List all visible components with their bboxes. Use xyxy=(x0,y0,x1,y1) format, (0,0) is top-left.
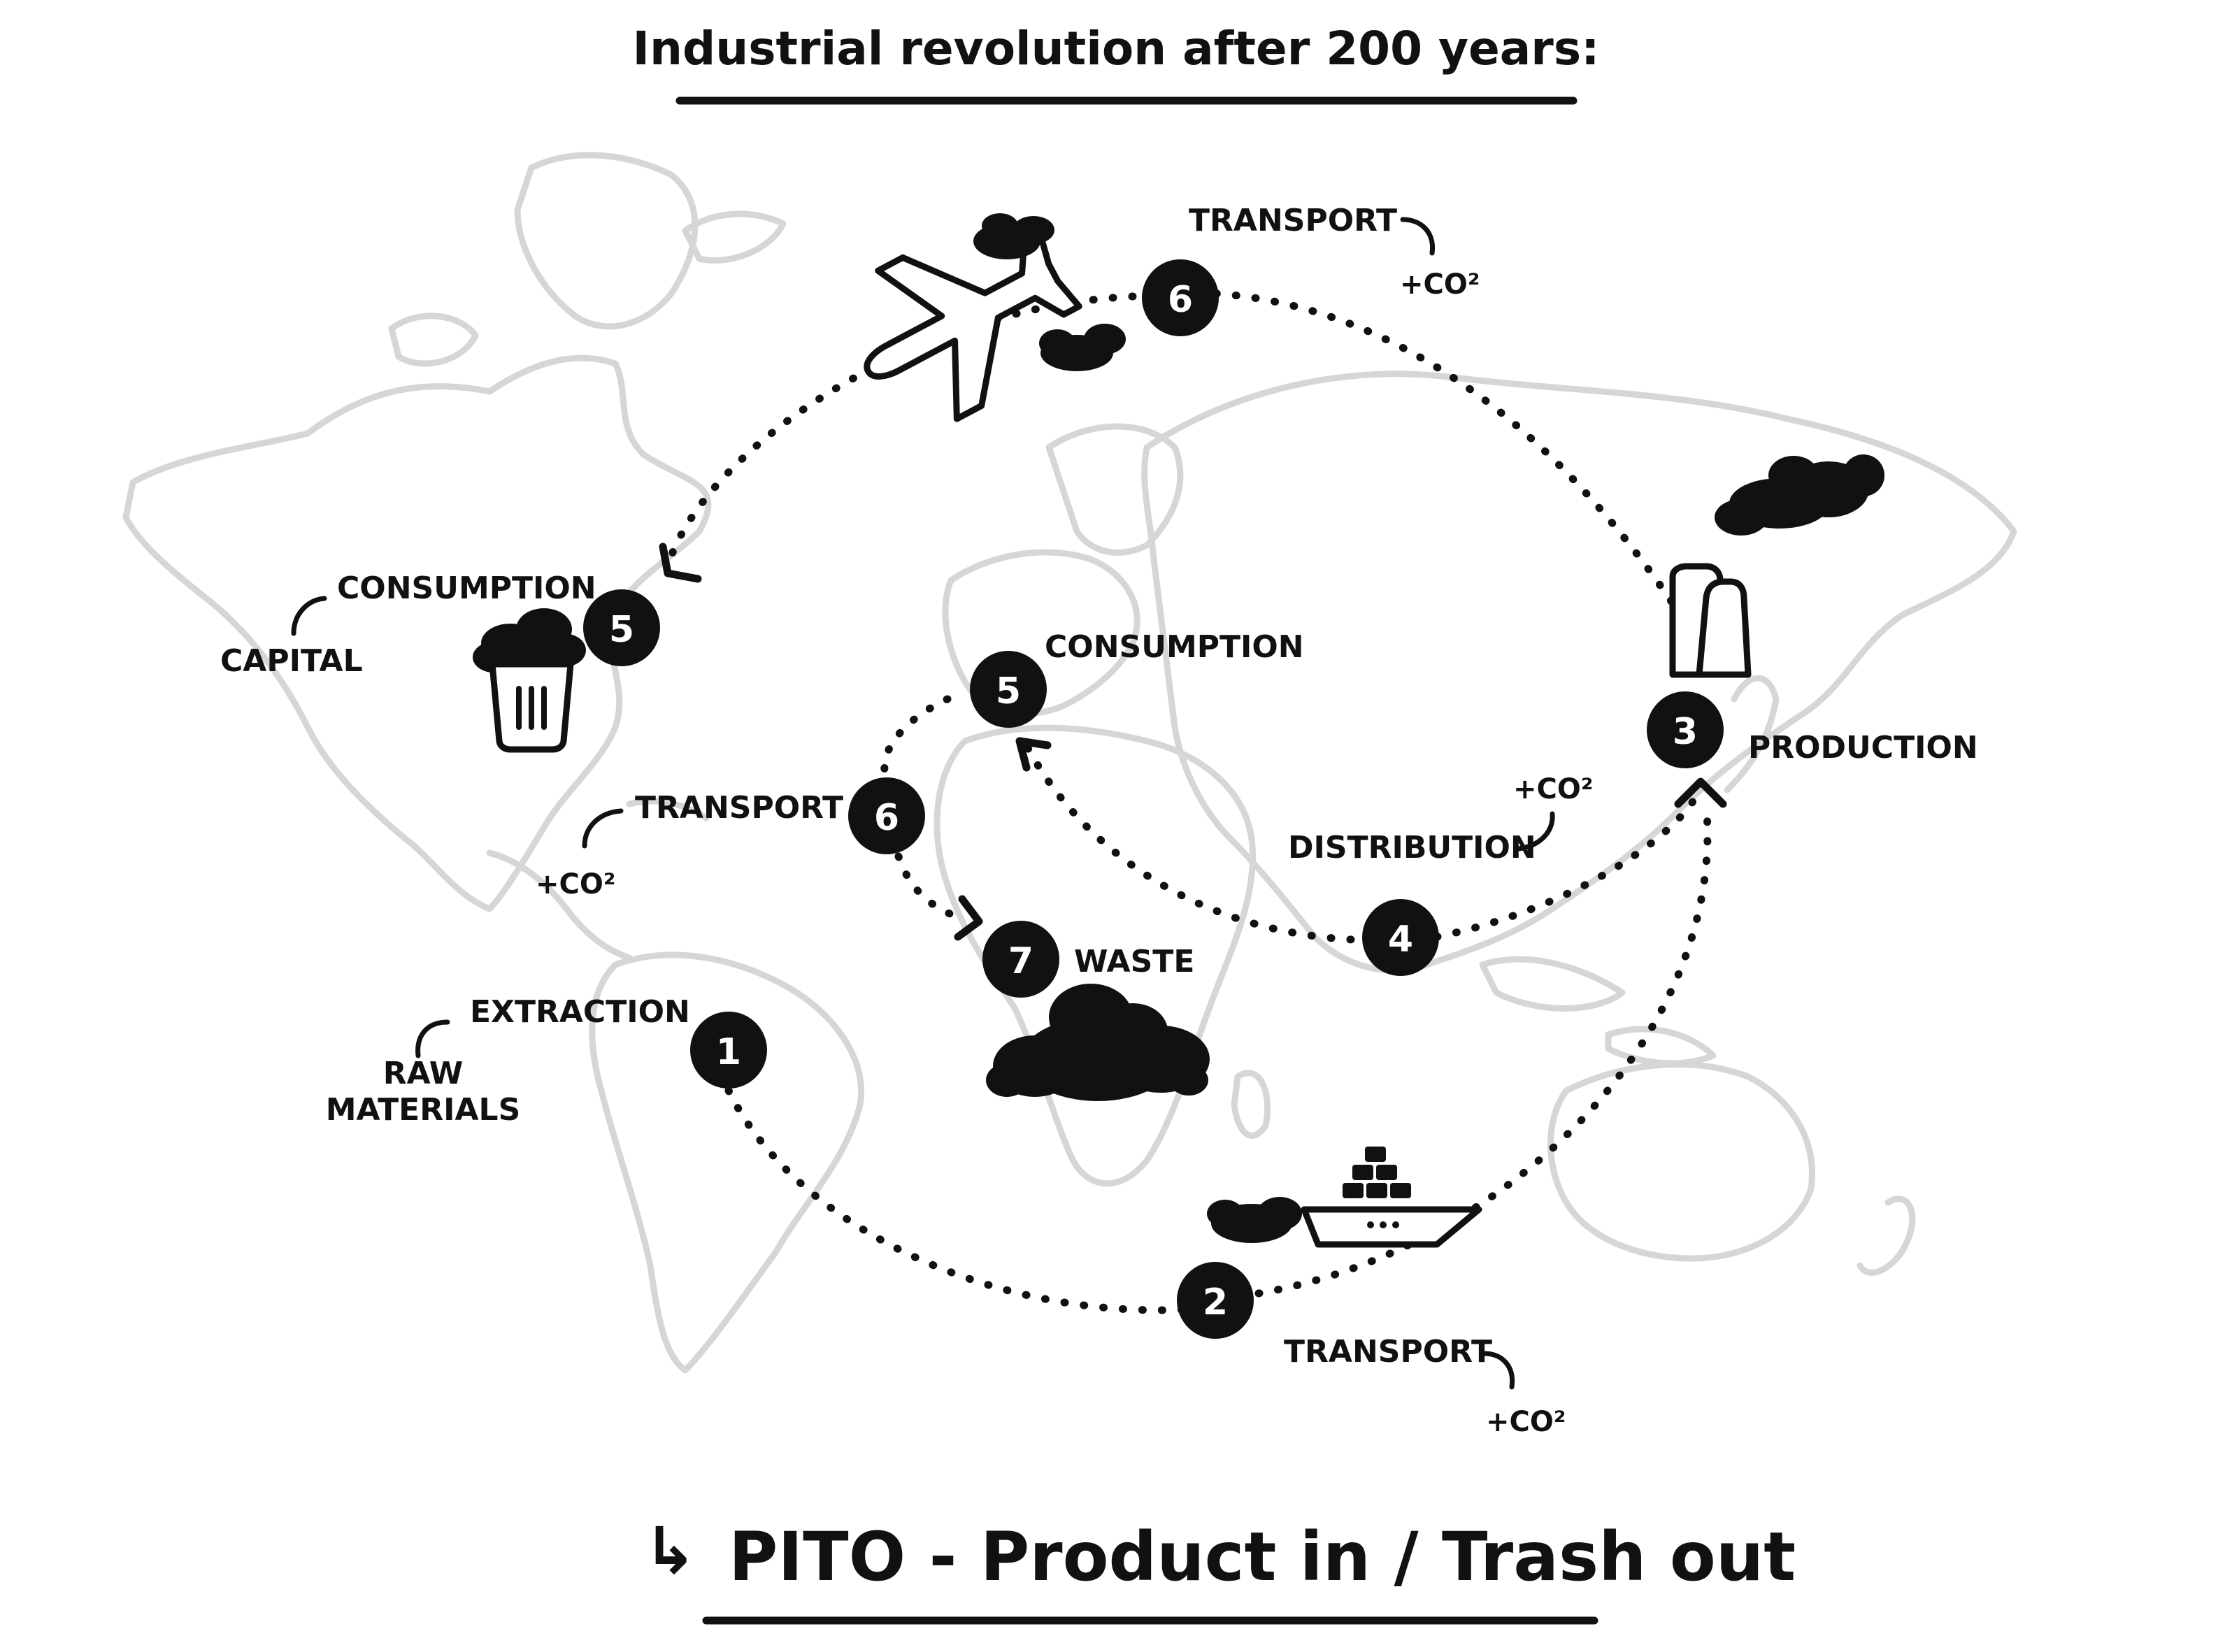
step-badge-5-capital: 5 xyxy=(583,589,660,666)
svg-text:6: 6 xyxy=(874,797,899,839)
path-consumption-to-local-transport xyxy=(880,695,952,787)
capital-hook xyxy=(291,596,327,636)
svg-text:5: 5 xyxy=(609,609,634,651)
subtitle-text: PITO - Product in / Trash out xyxy=(729,1518,1796,1596)
path-air-transport-to-capital xyxy=(667,292,1137,560)
cargo-ship-icon xyxy=(1301,1147,1482,1248)
diagram-title: Industrial revolution after 200 years: xyxy=(632,22,1599,76)
svg-text:3: 3 xyxy=(1673,711,1698,753)
path-distribution-to-consumption xyxy=(1024,744,1375,944)
ship-transport-hook xyxy=(1481,1351,1515,1390)
arrowhead-capital xyxy=(659,543,702,583)
waste-label: WASTE xyxy=(1074,944,1194,979)
ship-co2-note: +CO² xyxy=(1486,1406,1566,1438)
svg-text:6: 6 xyxy=(1168,279,1193,321)
air-co2-note: +CO² xyxy=(1400,268,1480,301)
svg-text:4: 4 xyxy=(1388,919,1413,961)
pollution-cloud-icon xyxy=(986,984,1210,1101)
path-distribution-to-production xyxy=(1433,793,1700,941)
world-map-outline xyxy=(122,152,2017,1374)
arrowhead-waste xyxy=(954,895,983,941)
distribution-hook xyxy=(1516,811,1555,852)
pollution-cloud-icon xyxy=(1715,454,1884,536)
svg-text:7: 7 xyxy=(1008,940,1033,982)
pollution-cloud-icon xyxy=(973,213,1054,259)
factory-chimney-icon xyxy=(1669,563,1752,678)
capital-note: CAPITAL xyxy=(220,643,363,679)
step-badge-6-local: 6 xyxy=(848,777,925,854)
svg-text:5: 5 xyxy=(996,670,1021,712)
step-badge-1: 1 xyxy=(690,1012,767,1089)
path-transport-to-production xyxy=(1254,800,1712,1298)
extraction-hook xyxy=(415,1019,450,1058)
path-extraction-to-transport xyxy=(724,1086,1221,1314)
path-production-to-air-transport xyxy=(1212,289,1675,605)
svg-text:2: 2 xyxy=(1203,1281,1228,1323)
production-label: PRODUCTION xyxy=(1748,730,1978,766)
capital-consumption-label: CONSUMPTION xyxy=(337,570,596,606)
airplane-icon xyxy=(864,229,1082,422)
local-transport-label: TRANSPORT xyxy=(635,790,843,826)
pollution-cloud-icon xyxy=(1039,324,1126,371)
air-transport-hook xyxy=(1400,217,1436,256)
extraction-label: EXTRACTION xyxy=(470,994,690,1030)
arrowhead-production xyxy=(1674,777,1727,808)
svg-text:1: 1 xyxy=(716,1031,741,1073)
local-transport-hook xyxy=(582,808,624,849)
ship-transport-label: TRANSPORT xyxy=(1284,1334,1492,1370)
step-badge-4: 4 xyxy=(1362,899,1439,976)
step-badge-5-local: 5 xyxy=(970,651,1047,728)
step-badge-6-air: 6 xyxy=(1142,259,1219,336)
pollution-cloud-icon xyxy=(1207,1197,1302,1243)
subtitle-arrow-icon: ↳ xyxy=(643,1514,697,1588)
distribution-label: DISTRIBUTION xyxy=(1288,830,1536,865)
step-badge-3: 3 xyxy=(1647,691,1724,768)
air-transport-label: TRANSPORT xyxy=(1189,203,1397,238)
arrowhead-consumption xyxy=(1015,737,1052,772)
local-co2-note: +CO² xyxy=(536,868,615,900)
flow-paths xyxy=(659,289,1727,1314)
local-consumption-label: CONSUMPTION xyxy=(1045,629,1304,665)
step-badge-2: 2 xyxy=(1177,1262,1254,1339)
distribution-co2-note: +CO² xyxy=(1513,773,1593,805)
overflowing-trash-bin-icon xyxy=(473,608,586,753)
raw-materials-note: RAW MATERIALS xyxy=(325,1056,521,1128)
step-badge-7: 7 xyxy=(982,921,1059,998)
